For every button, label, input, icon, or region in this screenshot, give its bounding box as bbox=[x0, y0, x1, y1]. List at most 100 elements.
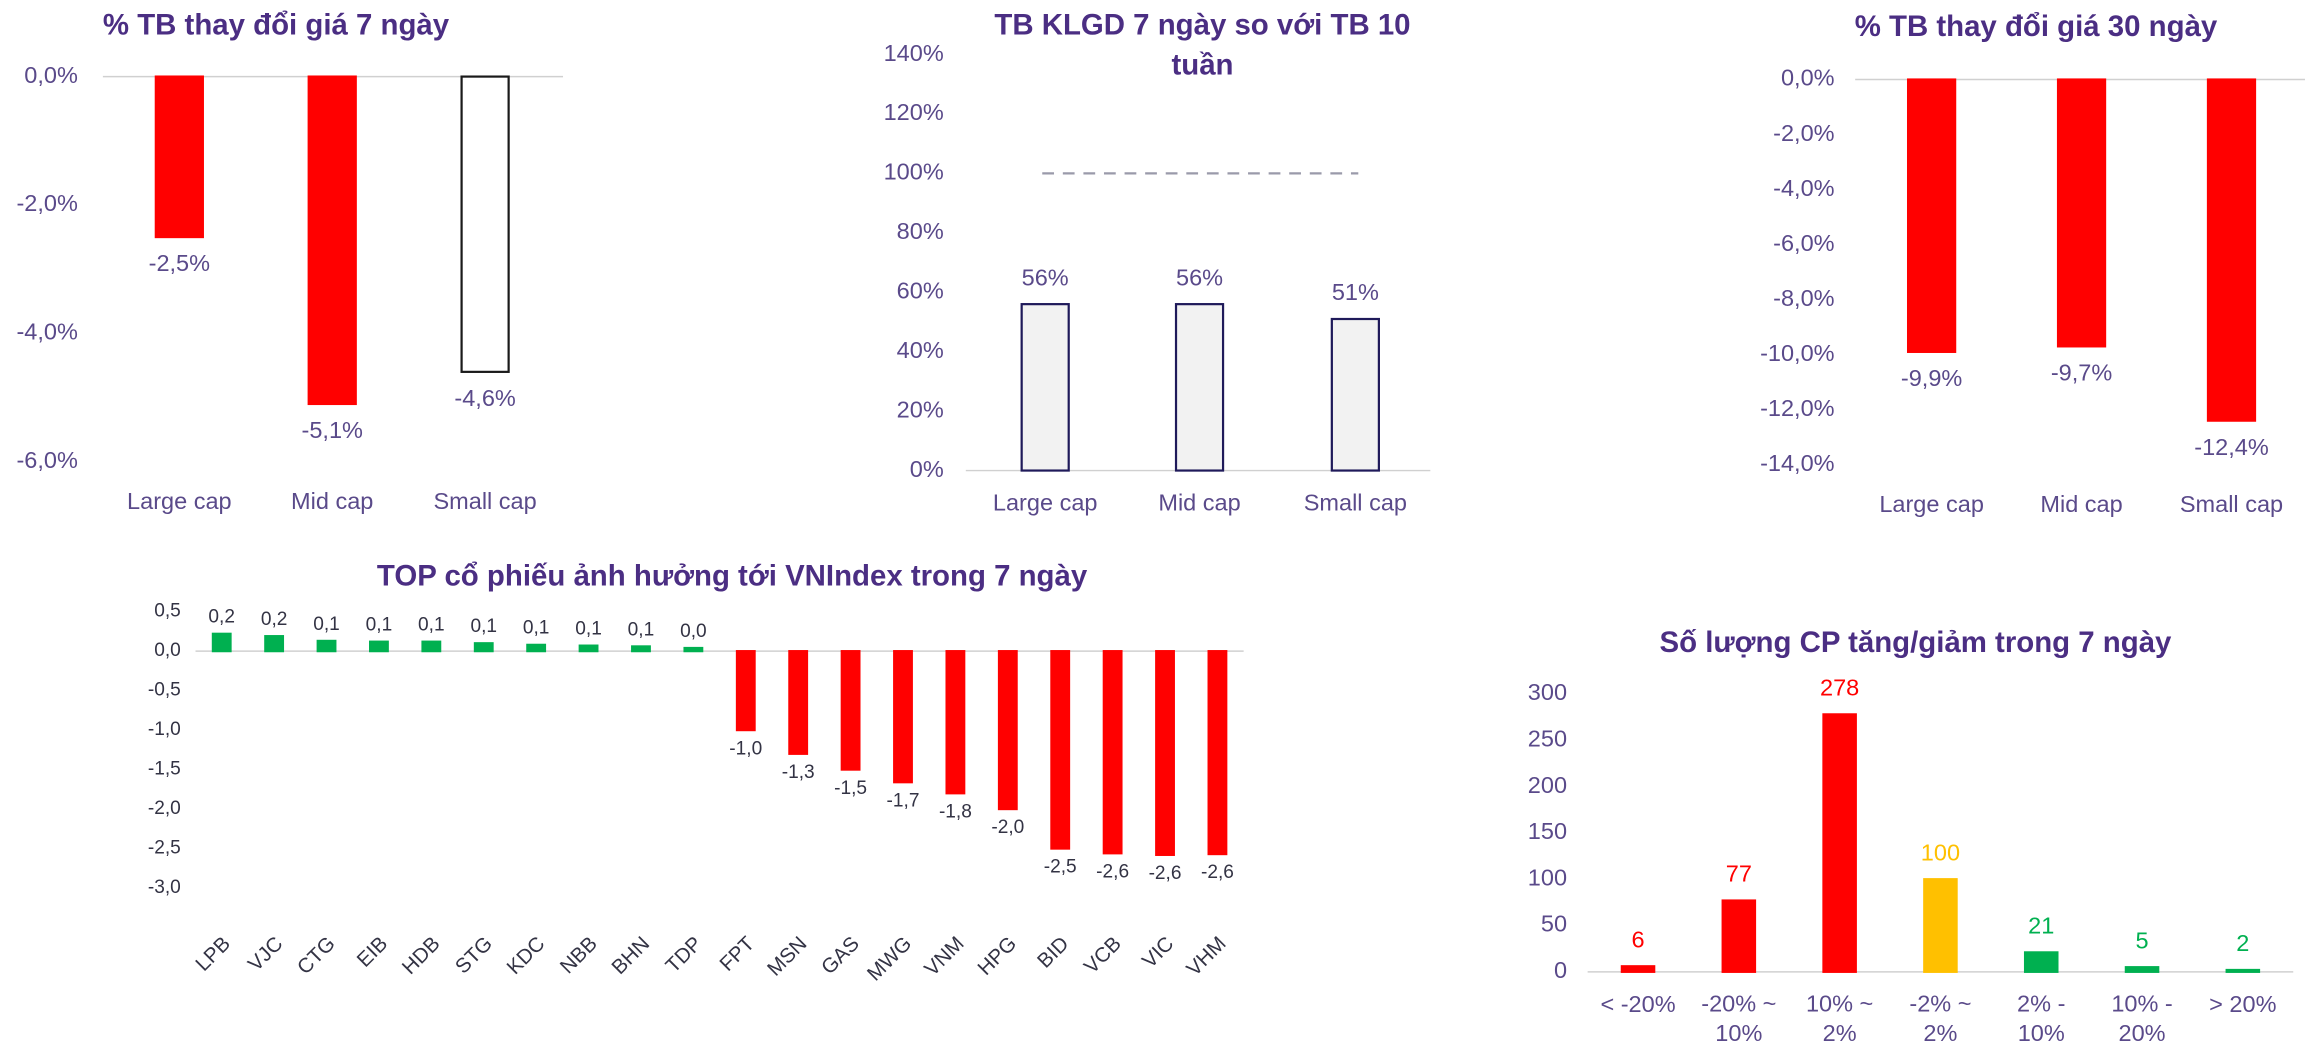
x-tick-label: VJC bbox=[244, 932, 288, 976]
y-tick-label: -0,5 bbox=[148, 680, 181, 701]
y-tick-label: 200 bbox=[1528, 772, 1567, 798]
x-tick-label: Mid cap bbox=[291, 488, 373, 514]
x-tick-label: KDC bbox=[502, 932, 549, 979]
y-tick-label: -2,0% bbox=[16, 190, 78, 216]
data-label: -2,6 bbox=[1096, 861, 1129, 882]
bar bbox=[1721, 899, 1757, 973]
bar bbox=[2225, 968, 2261, 973]
x-tick-label: 10% ~2% bbox=[1806, 991, 1873, 1044]
x-tick-label: VNM bbox=[920, 932, 969, 981]
chart-title: TOP cổ phiếu ảnh hưởng tới VNIndex trong… bbox=[377, 560, 1088, 593]
data-label: 56% bbox=[1176, 264, 1223, 290]
chart-title: % TB thay đổi giá 7 ngày bbox=[103, 8, 450, 41]
x-tick-label: Large cap bbox=[1879, 491, 1984, 517]
x-tick-label: VHM bbox=[1182, 932, 1231, 981]
y-tick-label: 120% bbox=[884, 99, 944, 125]
y-tick-label: 0,0% bbox=[24, 62, 78, 88]
bar bbox=[735, 650, 756, 732]
y-tick-label: 0% bbox=[910, 456, 944, 482]
bar bbox=[307, 75, 357, 406]
data-label: -2,6 bbox=[1201, 862, 1234, 883]
bar bbox=[526, 643, 547, 653]
y-tick-label: -2,5 bbox=[148, 838, 181, 859]
y-tick-label: 250 bbox=[1528, 726, 1567, 752]
bar bbox=[264, 635, 285, 653]
data-label: -1,0 bbox=[729, 738, 762, 759]
x-tick-label: VCB bbox=[1080, 932, 1126, 978]
x-tick-label: 2% -10% bbox=[2017, 991, 2065, 1044]
y-tick-label: 20% bbox=[897, 396, 944, 422]
bar bbox=[2056, 78, 2107, 348]
x-tick-label: STG bbox=[451, 932, 497, 978]
data-label: 2 bbox=[2236, 930, 2249, 956]
bar bbox=[631, 645, 651, 653]
bar bbox=[997, 650, 1018, 811]
x-tick-label: FPT bbox=[715, 932, 759, 976]
data-label: 0,1 bbox=[523, 618, 550, 639]
x-tick-label: Mid cap bbox=[2040, 491, 2122, 517]
bar bbox=[1020, 303, 1070, 472]
data-label: 5 bbox=[2135, 927, 2148, 953]
data-label: 51% bbox=[1332, 279, 1379, 305]
y-tick-label: -10,0% bbox=[1760, 340, 1835, 366]
x-tick-label: Small cap bbox=[2180, 491, 2283, 517]
y-tick-label: 0,0 bbox=[154, 640, 181, 661]
y-tick-label: 0,5 bbox=[154, 601, 181, 622]
data-label: -2,5 bbox=[1044, 857, 1077, 878]
data-label: 6 bbox=[1631, 926, 1644, 952]
bar bbox=[1174, 303, 1225, 472]
y-tick-label: -1,5 bbox=[148, 759, 181, 780]
data-label: 100 bbox=[1921, 839, 1960, 865]
data-label: -2,6 bbox=[1149, 863, 1182, 884]
data-label: 278 bbox=[1820, 675, 1859, 701]
bar bbox=[211, 632, 232, 653]
data-label: -1,8 bbox=[939, 801, 972, 822]
data-label: 0,1 bbox=[628, 619, 655, 640]
x-tick-label: < -20% bbox=[1600, 991, 1675, 1017]
bar bbox=[788, 650, 809, 755]
y-tick-label: -8,0% bbox=[1773, 285, 1835, 311]
data-label: -1,3 bbox=[782, 762, 815, 783]
y-tick-label: 60% bbox=[897, 277, 944, 303]
bar bbox=[683, 646, 704, 653]
bar bbox=[1822, 713, 1857, 973]
x-tick-label: HDB bbox=[398, 932, 445, 979]
bar bbox=[316, 639, 337, 653]
bar bbox=[1050, 650, 1071, 850]
x-tick-label: CTG bbox=[293, 932, 340, 979]
y-tick-label: -1,0 bbox=[148, 719, 181, 740]
bar bbox=[1207, 650, 1228, 856]
x-tick-label: BID bbox=[1033, 932, 1074, 973]
y-tick-label: 300 bbox=[1528, 679, 1567, 705]
y-tick-label: 80% bbox=[897, 218, 944, 244]
bar bbox=[1906, 78, 1957, 353]
x-tick-label: Mid cap bbox=[1158, 490, 1240, 516]
bar bbox=[1155, 650, 1175, 856]
data-label: 0,2 bbox=[208, 607, 235, 628]
chart-title: Số lượng CP tăng/giảm trong 7 ngày bbox=[1659, 626, 2172, 659]
x-tick-label: NBB bbox=[556, 932, 602, 978]
data-label: 21 bbox=[2028, 913, 2054, 939]
bar bbox=[154, 75, 204, 239]
y-tick-label: 150 bbox=[1528, 818, 1567, 844]
x-tick-label: -20% ~10% bbox=[1701, 991, 1776, 1044]
y-tick-label: -4,0% bbox=[1773, 175, 1835, 201]
data-label: -9,9% bbox=[1901, 365, 1963, 391]
data-label: -2,0 bbox=[991, 817, 1024, 838]
y-tick-label: -6,0% bbox=[16, 447, 78, 473]
data-label: 0,1 bbox=[313, 614, 340, 635]
data-label: 56% bbox=[1022, 264, 1069, 290]
data-label: -12,4% bbox=[2194, 434, 2269, 460]
data-label: 0,1 bbox=[470, 616, 497, 637]
bar bbox=[1330, 317, 1380, 472]
x-tick-label: MWG bbox=[863, 932, 916, 985]
data-label: 0,1 bbox=[418, 615, 445, 636]
bar bbox=[893, 650, 913, 784]
data-label: -2,5% bbox=[149, 250, 211, 276]
x-tick-label: Large cap bbox=[993, 490, 1098, 516]
x-tick-label: Small cap bbox=[433, 488, 536, 514]
x-tick-label: -2% ~2% bbox=[1909, 991, 1971, 1044]
chart-title: % TB thay đổi giá 30 ngày bbox=[1855, 10, 2218, 43]
